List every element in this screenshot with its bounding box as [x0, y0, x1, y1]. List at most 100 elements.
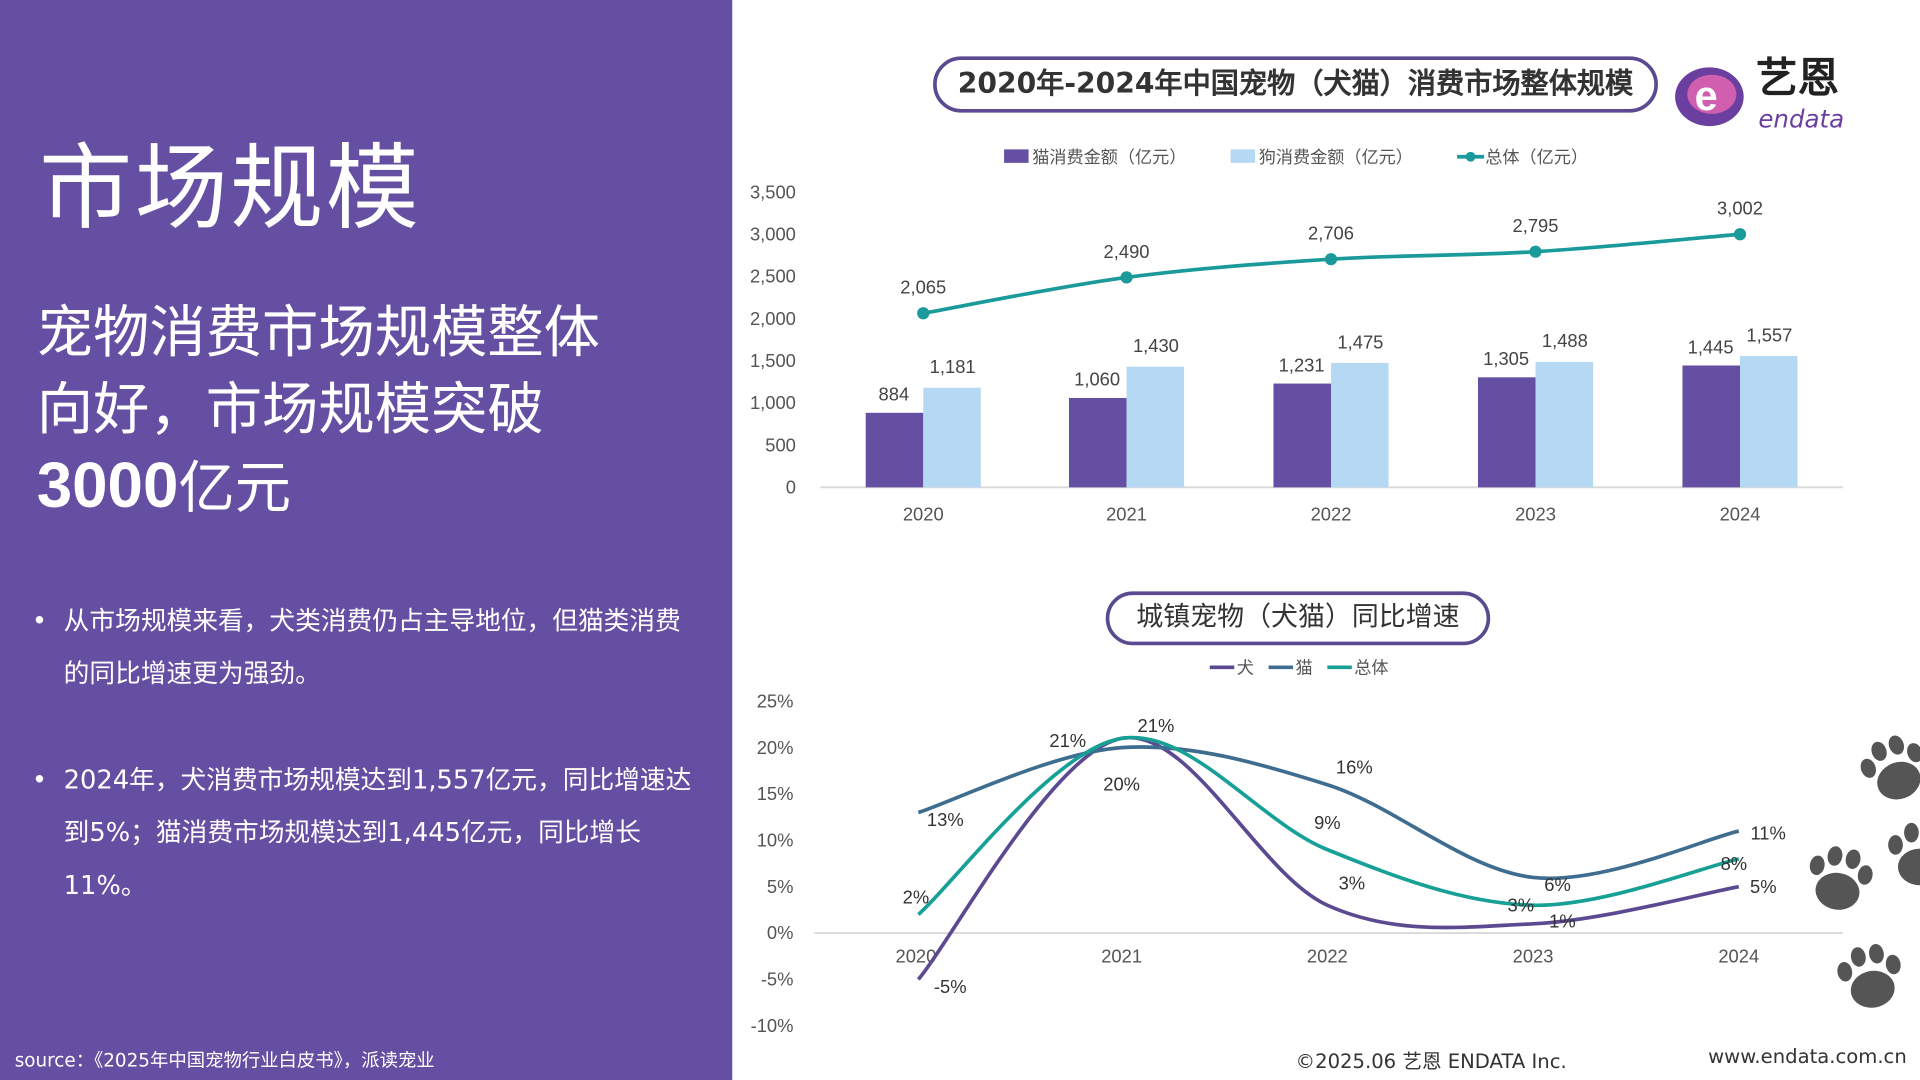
total-label: 2,490 — [1104, 241, 1150, 262]
total-label: 2,795 — [1513, 215, 1559, 236]
source-note: source：《2025年中国宠物行业白皮书》，派读宠业 — [14, 1049, 435, 1072]
growth-line-dog — [916, 735, 1740, 981]
growth-line-total — [917, 735, 1740, 916]
cat-bar — [1477, 377, 1536, 488]
cat-bar-label: 1,231 — [1279, 354, 1325, 375]
bullet-1: 从市场规模来看，犬类消费仍占主导地位，但猫类消费的同比增速更为强劲。 — [32, 595, 701, 700]
chart1-title: 2020年-2024年中国宠物（犬猫）消费市场整体规模 — [933, 56, 1658, 113]
cat-bar-label: 1,445 — [1688, 336, 1734, 357]
total-point — [1529, 245, 1542, 258]
total-point — [1120, 271, 1133, 284]
cat-bar — [865, 412, 924, 488]
growth-label: -5% — [934, 976, 967, 997]
legend-label: 猫 — [1296, 657, 1313, 677]
legend-label: 犬 — [1237, 657, 1254, 677]
growth-label: 3% — [1339, 872, 1366, 893]
chart2-title: 城镇宠物（犬猫）同比增速 — [1105, 591, 1491, 646]
growth-label: 21% — [1049, 730, 1086, 751]
growth-line-cat — [917, 745, 1740, 881]
y-tick-label: 3,500 — [750, 181, 796, 202]
y-tick-label: 1,500 — [750, 350, 796, 371]
cat-bar-label: 1,060 — [1074, 369, 1120, 390]
paw-icon — [1809, 846, 1873, 910]
y-tick-label: 3,000 — [750, 224, 796, 245]
growth-label: 9% — [1314, 812, 1341, 833]
total-label: 2,706 — [1308, 223, 1354, 244]
x-tick-label: 2021 — [1101, 945, 1142, 966]
growth-label: 6% — [1544, 874, 1571, 895]
dog-bar — [1331, 362, 1389, 488]
dog-bar-label: 1,181 — [930, 356, 976, 377]
growth-label: 5% — [1750, 876, 1777, 897]
logo-text-en: endata — [1758, 104, 1845, 134]
dog-bar-label: 1,475 — [1337, 331, 1383, 352]
growth-label: 21% — [1138, 715, 1175, 736]
left-panel: 市场规模 宠物消费市场规模整体 向好，市场规模突破 3000亿元 从市场规模来看… — [0, 0, 733, 1080]
cat-bar-label: 1,305 — [1483, 348, 1529, 369]
x-tick-label: 2020 — [903, 503, 944, 524]
legend-swatch — [1004, 149, 1029, 163]
dog-bar — [1740, 356, 1798, 488]
growth-label: 20% — [1103, 773, 1140, 794]
dog-bar-label: 1,488 — [1542, 330, 1588, 351]
endata-logo: e 艺恩 endata — [1673, 56, 1881, 134]
y-tick-label: 25% — [757, 690, 794, 711]
total-point — [1324, 253, 1338, 266]
headline-line1: 宠物消费市场规模整体 — [36, 298, 601, 365]
dog-bar-label: 1,430 — [1133, 335, 1179, 356]
x-tick-label: 2022 — [1311, 503, 1352, 524]
logo-text-cn: 艺恩 — [1755, 53, 1840, 103]
y-tick-label: 10% — [757, 829, 794, 850]
x-tick-label: 2020 — [895, 945, 936, 966]
legend-swatch — [1230, 149, 1256, 163]
y-tick-label: 5% — [767, 876, 794, 897]
y-tick-label: -10% — [751, 1015, 794, 1036]
growth-label: 1% — [1549, 910, 1576, 931]
x-tick-label: 2021 — [1106, 503, 1147, 524]
dog-bar — [1535, 361, 1594, 488]
legend-label: 狗消费金额（亿元） — [1259, 147, 1413, 167]
legend-label: 总体 — [1354, 657, 1388, 677]
paw-print-decoration — [1809, 735, 1920, 1008]
growth-label: 2% — [903, 886, 930, 907]
total-point — [917, 307, 930, 320]
paw-icon — [1860, 735, 1920, 800]
dog-bar — [923, 387, 981, 488]
growth-label: 13% — [927, 809, 964, 830]
cat-bar — [1273, 383, 1332, 488]
total-point — [1733, 228, 1747, 241]
y-tick-label: 500 — [765, 434, 796, 455]
bullet-2: 2024年，犬消费市场规模达到1,557亿元，同比增速达到5%；猫消费市场规模达… — [32, 754, 701, 912]
legend-label: 总体（亿元） — [1485, 147, 1588, 167]
total-line — [922, 232, 1741, 316]
y-tick-label: 2,000 — [750, 308, 796, 329]
y-tick-label: 15% — [757, 783, 794, 804]
headline-unit: 亿元 — [178, 454, 292, 521]
growth-label: 8% — [1721, 853, 1748, 874]
x-tick-label: 2022 — [1307, 945, 1348, 966]
y-tick-label: 0% — [767, 922, 794, 943]
svg-text:e: e — [1695, 72, 1718, 119]
y-tick-label: 0 — [786, 476, 796, 497]
headline: 宠物消费市场规模整体 向好，市场规模突破 3000亿元 — [37, 294, 698, 527]
y-tick-label: 1,000 — [750, 392, 796, 413]
y-tick-label: 20% — [757, 737, 794, 758]
headline-number: 3000 — [36, 450, 179, 522]
dog-bar — [1126, 366, 1185, 488]
x-tick-label: 2023 — [1515, 503, 1556, 524]
cat-bar — [1068, 397, 1127, 488]
cat-bar-label: 884 — [879, 384, 910, 405]
y-tick-label: 2,500 — [750, 266, 796, 287]
cat-bar — [1682, 365, 1741, 488]
page-title: 市场规模 — [39, 133, 422, 243]
website-link[interactable]: www.endata.com.cn — [1708, 1044, 1907, 1068]
growth-label: 11% — [1750, 823, 1785, 844]
total-label: 2,065 — [900, 277, 946, 298]
legend-marker — [1465, 151, 1476, 162]
total-label: 3,002 — [1717, 198, 1763, 219]
x-tick-label: 2024 — [1720, 503, 1761, 524]
logo-e-icon: e — [1675, 67, 1744, 127]
x-tick-label: 2024 — [1718, 945, 1759, 966]
